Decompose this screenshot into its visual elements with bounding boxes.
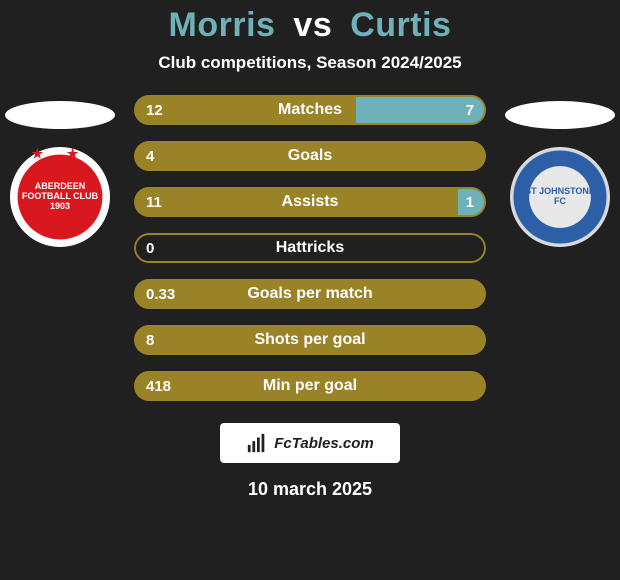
content: ABERDEEN FOOTBALL CLUB 1903 ST JOHNSTONE… <box>0 95 620 401</box>
stat-bar: Min per goal418 <box>134 371 486 401</box>
left-side: ABERDEEN FOOTBALL CLUB 1903 <box>0 95 120 247</box>
stat-label: Assists <box>134 187 486 217</box>
stat-value-right: 7 <box>454 95 486 125</box>
stat-value-left: 4 <box>134 141 166 171</box>
stat-label: Goals <box>134 141 486 171</box>
stat-value-left: 418 <box>134 371 183 401</box>
stat-value-left: 0.33 <box>134 279 187 309</box>
crest-label: ST JOHNSTONE FC <box>518 187 602 207</box>
stat-value-left: 11 <box>134 187 174 217</box>
footer-brand: FcTables.com <box>220 423 400 463</box>
title: Morris vs Curtis <box>0 0 620 45</box>
stat-bar: Goals4 <box>134 141 486 171</box>
chart-icon <box>246 432 268 454</box>
stat-bar: Matches12 7 <box>134 95 486 125</box>
player2-photo-placeholder <box>505 101 615 129</box>
stat-bar: Goals per match0.33 <box>134 279 486 309</box>
stats-bars: Matches127Goals4Assists111Hattricks0Goal… <box>134 95 486 401</box>
stat-label: Shots per goal <box>134 325 486 355</box>
player2-club-crest: ST JOHNSTONE FC <box>510 147 610 247</box>
stat-bar: Hattricks0 <box>134 233 486 263</box>
stat-value-left: 12 <box>134 95 175 125</box>
subtitle: Club competitions, Season 2024/2025 <box>0 53 620 73</box>
vs-label: vs <box>293 6 332 44</box>
stat-label: Hattricks <box>134 233 486 263</box>
player1-club-crest: ABERDEEN FOOTBALL CLUB 1903 <box>10 147 110 247</box>
crest-label: ABERDEEN FOOTBALL CLUB 1903 <box>18 182 102 212</box>
stat-value-left: 0 <box>134 233 166 263</box>
player1-photo-placeholder <box>5 101 115 129</box>
stat-value-left: 8 <box>134 325 166 355</box>
right-side: ST JOHNSTONE FC <box>500 95 620 247</box>
stat-label: Matches <box>134 95 486 125</box>
brand-text: FcTables.com <box>274 435 373 452</box>
stat-label: Min per goal <box>134 371 486 401</box>
player1-name: Morris <box>169 6 276 44</box>
stat-bar: Assists111 <box>134 187 486 217</box>
stat-value-right: 1 <box>454 187 486 217</box>
footer-date: 10 march 2025 <box>0 479 620 500</box>
stat-bar: Shots per goal8 <box>134 325 486 355</box>
player2-name: Curtis <box>350 6 451 44</box>
